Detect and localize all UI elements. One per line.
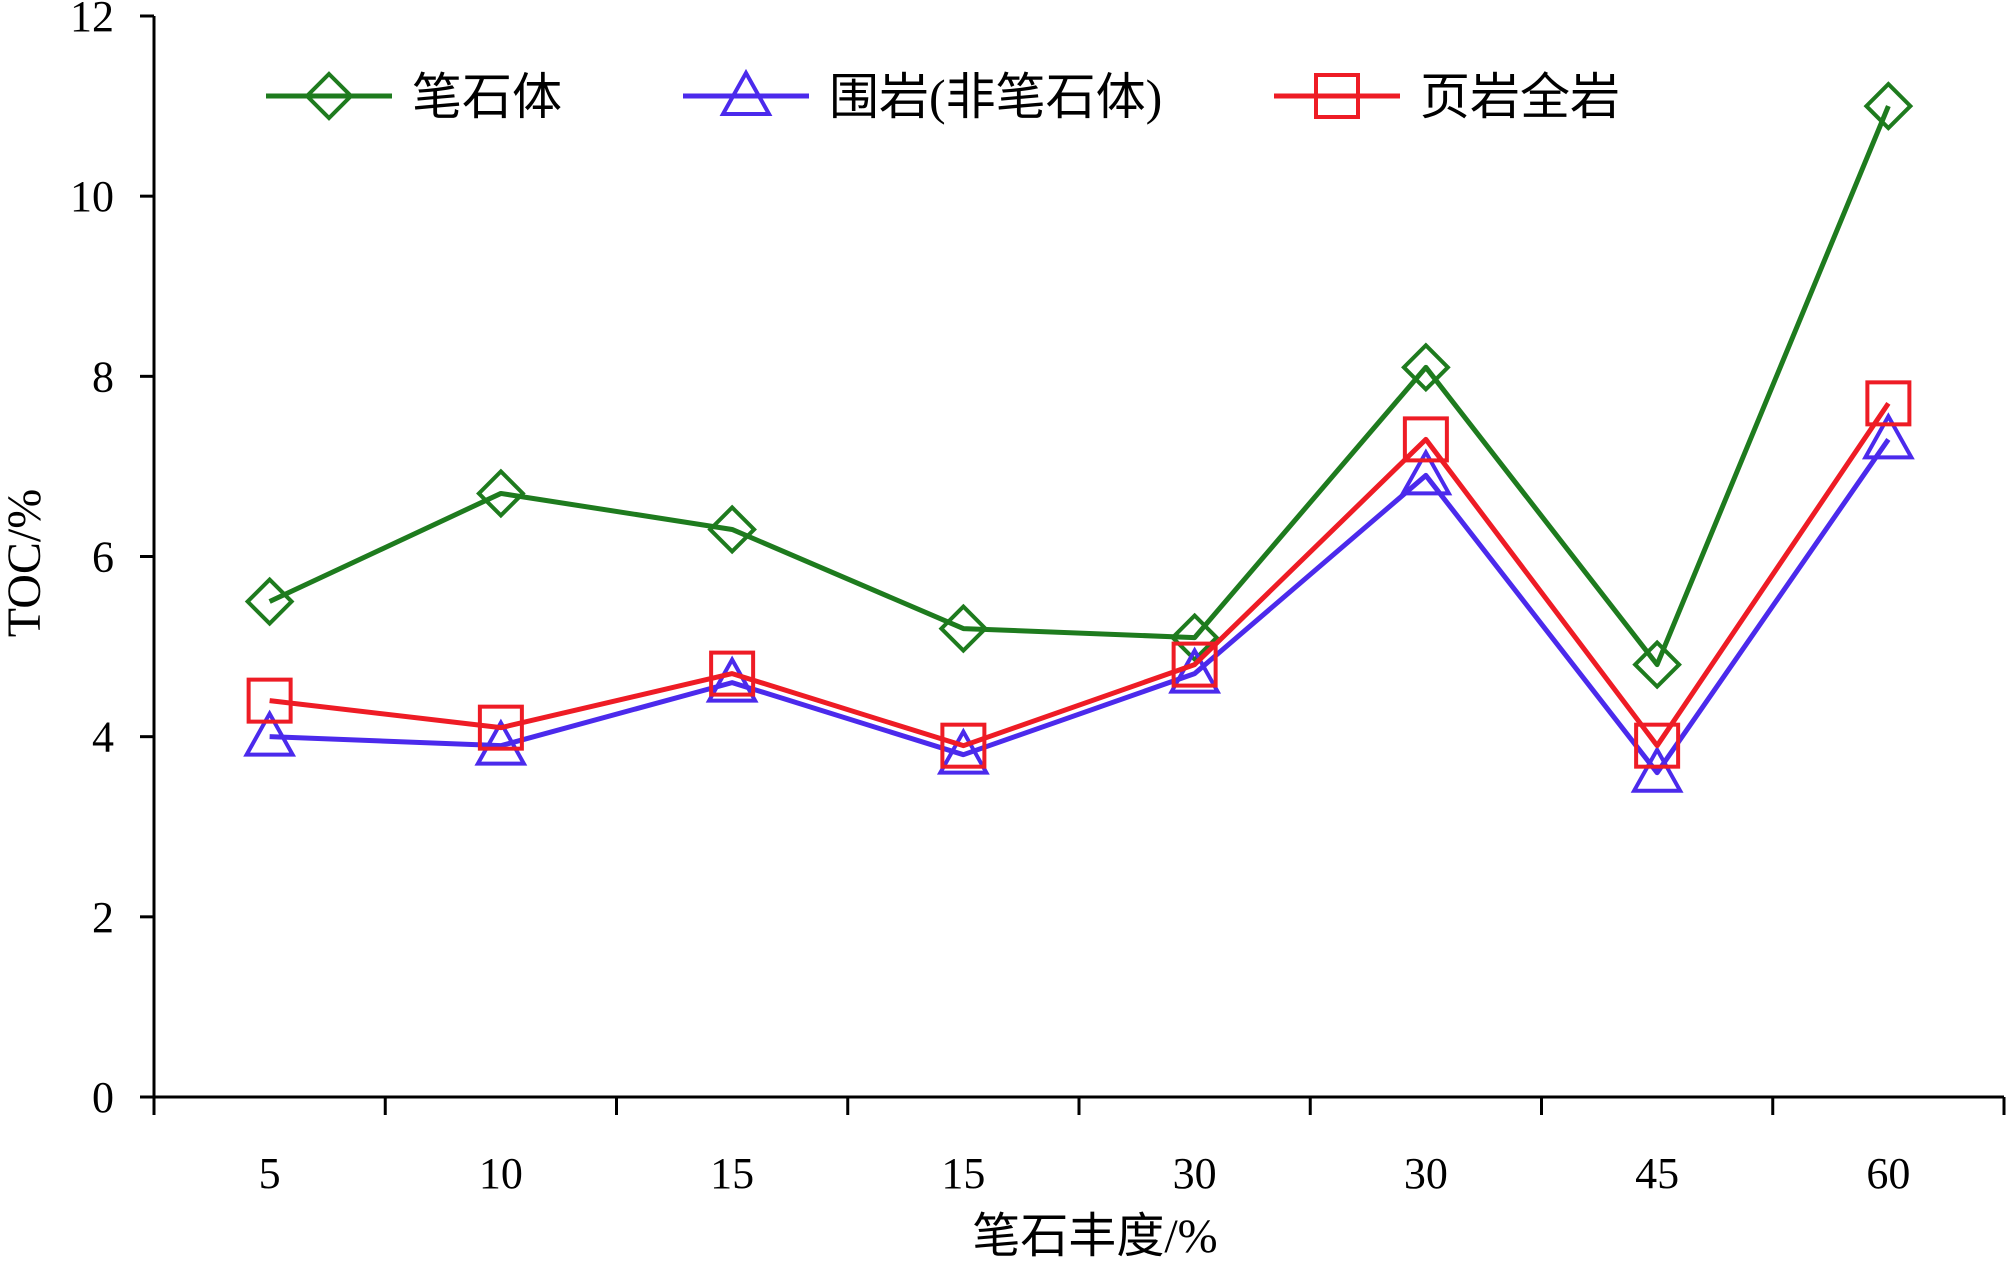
legend-triangle-icon [719,68,773,116]
y-axis-ticks: 0 2 4 6 8 10 12 [70,0,154,1122]
series-line-diamond [268,105,1891,668]
legend-label: 页岩全岩 [1420,69,1620,125]
x-axis-ticks: 5 10 15 15 30 30 45 60 [152,1097,2006,1198]
x-tick-label: 30 [1404,1149,1448,1198]
series-square [246,380,1912,769]
diamond-point-4 [938,603,989,654]
x-tick-label: 30 [1173,1149,1217,1198]
y-axis-title: TOC/% [0,489,51,637]
y-tick-label: 8 [92,352,114,401]
triangle-point-6 [1399,448,1453,496]
x-tick-label: 5 [259,1149,281,1198]
y-tick-label: 2 [92,893,114,942]
square-point-7 [1634,722,1681,769]
series-line-triangle [269,437,1891,776]
series-line-square [269,401,1891,749]
legend-diamond-icon [304,71,354,121]
square-point-6 [1402,416,1449,463]
diamond-point-8 [1863,81,1914,131]
legend-item-square: 页岩全岩 [1274,69,1620,125]
triangle-point-8 [1861,412,1915,460]
diamond-point-2 [476,468,526,519]
triangle-point-3 [705,655,759,703]
diamond-point-3 [707,504,757,555]
legend-label: 围岩(非笔石体) [829,69,1162,125]
triangle-point-7 [1630,745,1684,793]
y-tick-label: 12 [70,0,114,41]
y-tick-label: 0 [92,1073,114,1122]
x-axis-title: 笔石丰度/% [972,1210,1217,1263]
legend-item-triangle: 围岩(非笔石体) [683,68,1162,125]
square-point-4 [940,722,987,769]
diamond-point-5 [1169,612,1220,663]
legend-label: 笔石体 [412,69,562,125]
square-point-2 [477,704,524,751]
x-tick-label: 10 [479,1149,523,1198]
x-tick-label: 15 [710,1149,754,1198]
series-triangle [243,412,1915,793]
y-tick-label: 10 [70,172,114,221]
diamond-point-1 [244,576,295,627]
square-point-5 [1171,641,1218,688]
x-tick-label: 45 [1635,1149,1679,1198]
square-point-3 [709,650,756,697]
square-point-8 [1865,380,1912,427]
triangle-point-2 [474,718,528,766]
legend: 笔石体 围岩(非笔石体) 页岩全岩 [266,68,1620,125]
y-tick-label: 6 [92,533,114,582]
y-tick-label: 4 [92,713,114,762]
square-point-1 [246,677,293,724]
x-tick-label: 15 [941,1149,985,1198]
triangle-point-4 [936,727,990,775]
diamond-point-6 [1401,342,1451,393]
legend-square-icon [1314,73,1360,119]
x-tick-label: 60 [1866,1149,1910,1198]
series-layer [243,81,1915,793]
diamond-point-7 [1632,639,1682,690]
triangle-point-1 [243,709,297,757]
series-diamond [244,81,1914,690]
legend-item-diamond: 笔石体 [266,69,562,125]
